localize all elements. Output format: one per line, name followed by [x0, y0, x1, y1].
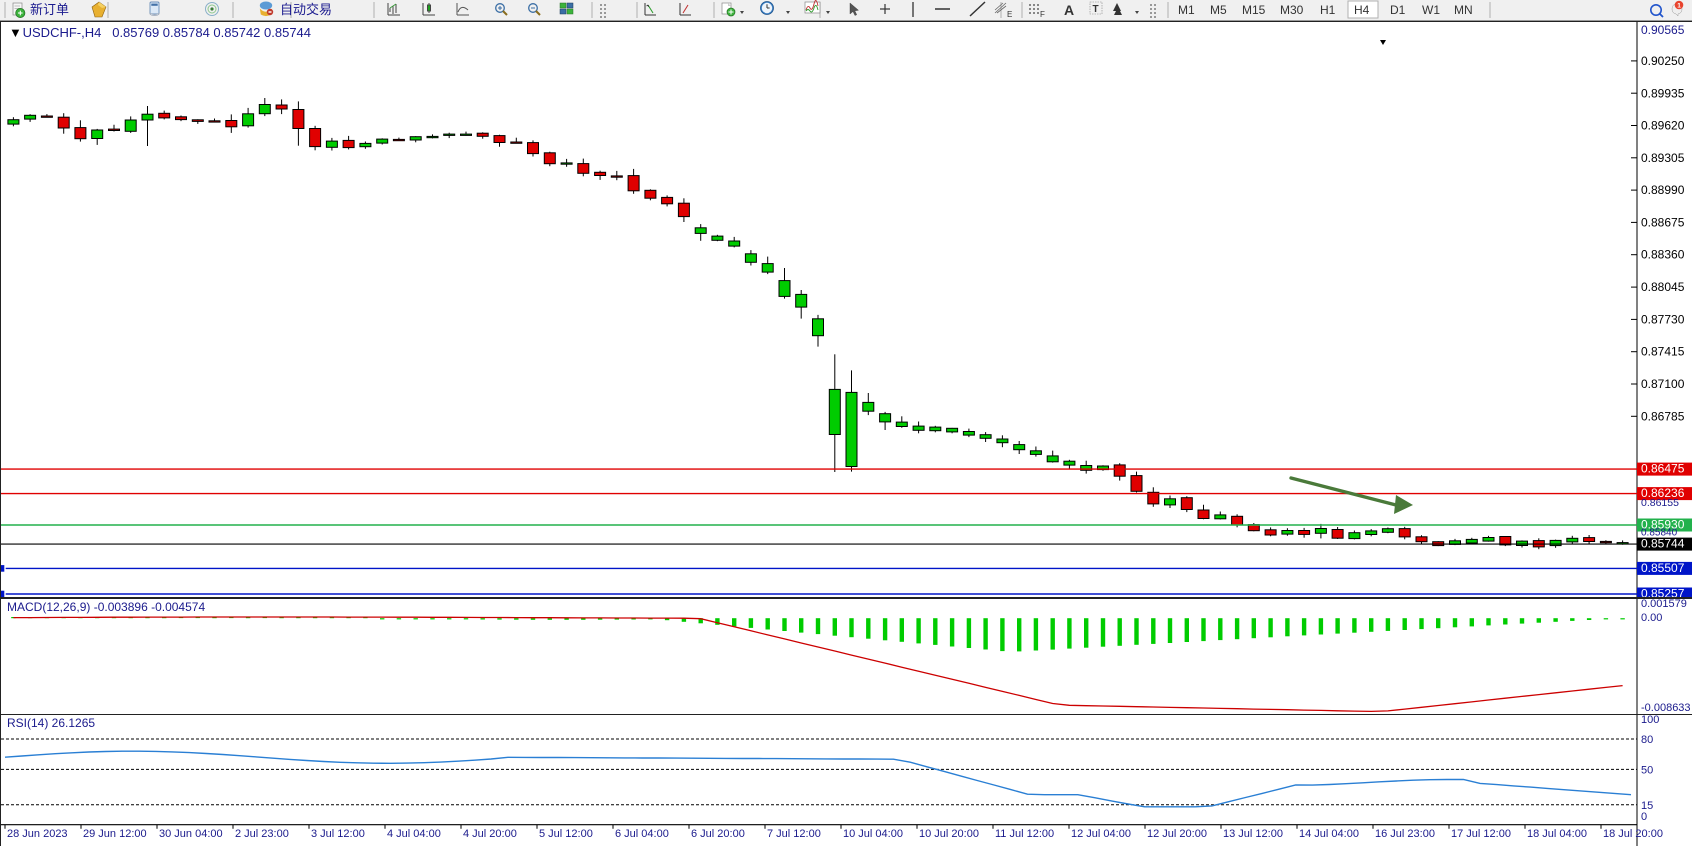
svg-text:0.001579: 0.001579 [1641, 599, 1687, 610]
svg-text:10 Jul 04:00: 10 Jul 04:00 [843, 828, 903, 840]
svg-text:A: A [1064, 2, 1074, 18]
svg-text:28 Jun 2023: 28 Jun 2023 [7, 828, 68, 840]
svg-text:0.88675: 0.88675 [1641, 215, 1685, 229]
svg-text:4 Jul 04:00: 4 Jul 04:00 [387, 828, 441, 840]
svg-text:新订单: 新订单 [30, 2, 69, 17]
svg-text:2 Jul 23:00: 2 Jul 23:00 [235, 828, 289, 840]
svg-text:3 Jul 12:00: 3 Jul 12:00 [311, 828, 365, 840]
svg-text:MN: MN [1454, 3, 1473, 17]
svg-text:0.89305: 0.89305 [1641, 151, 1685, 165]
svg-text:0.86155: 0.86155 [1641, 497, 1679, 509]
svg-text:H1: H1 [1320, 3, 1336, 17]
svg-text:MACD(12,26,9) -0.003896 -0.004: MACD(12,26,9) -0.003896 -0.004574 [7, 600, 205, 614]
svg-text:0.00: 0.00 [1641, 612, 1662, 624]
svg-text:0.85257: 0.85257 [1641, 587, 1685, 598]
svg-text:自动交易: 自动交易 [280, 2, 332, 17]
svg-text:0.87730: 0.87730 [1641, 312, 1685, 326]
svg-text:M30: M30 [1280, 3, 1304, 17]
svg-text:18 Jul 04:00: 18 Jul 04:00 [1527, 828, 1587, 840]
svg-text:11 Jul 12:00: 11 Jul 12:00 [995, 828, 1054, 840]
svg-text:4 Jul 20:00: 4 Jul 20:00 [463, 828, 517, 840]
svg-text:12 Jul 20:00: 12 Jul 20:00 [1147, 828, 1207, 840]
svg-text:H4: H4 [1354, 3, 1370, 17]
svg-text:0.88360: 0.88360 [1641, 248, 1685, 262]
svg-text:30 Jun 04:00: 30 Jun 04:00 [159, 828, 223, 840]
svg-text:0.89620: 0.89620 [1641, 119, 1685, 133]
svg-text:0.85507: 0.85507 [1641, 561, 1685, 575]
svg-text:M5: M5 [1210, 3, 1227, 17]
svg-text:10 Jul 20:00: 10 Jul 20:00 [919, 828, 979, 840]
svg-text:6 Jul 04:00: 6 Jul 04:00 [615, 828, 669, 840]
svg-text:D1: D1 [1390, 3, 1406, 17]
svg-text:100: 100 [1641, 715, 1659, 726]
svg-text:7 Jul 12:00: 7 Jul 12:00 [767, 828, 821, 840]
svg-text:15: 15 [1641, 800, 1653, 812]
svg-text:0.90565: 0.90565 [1641, 23, 1685, 37]
svg-text:0.89935: 0.89935 [1641, 87, 1685, 101]
svg-text:0.87100: 0.87100 [1641, 377, 1685, 391]
svg-text:12 Jul 04:00: 12 Jul 04:00 [1071, 828, 1131, 840]
svg-text:14 Jul 04:00: 14 Jul 04:00 [1299, 828, 1359, 840]
svg-text:5 Jul 12:00: 5 Jul 12:00 [539, 828, 593, 840]
svg-text:0.85744: 0.85744 [1641, 537, 1685, 551]
svg-text:17 Jul 12:00: 17 Jul 12:00 [1451, 828, 1511, 840]
svg-text:18 Jul 20:00: 18 Jul 20:00 [1603, 828, 1663, 840]
svg-text:W1: W1 [1422, 3, 1440, 17]
svg-text:1: 1 [1677, 2, 1681, 9]
svg-text:50: 50 [1641, 765, 1653, 777]
svg-text:E: E [1007, 10, 1012, 19]
svg-text:M15: M15 [1242, 3, 1266, 17]
svg-text:M1: M1 [1178, 3, 1195, 17]
svg-text:16 Jul 23:00: 16 Jul 23:00 [1375, 828, 1435, 840]
svg-text:29 Jun 12:00: 29 Jun 12:00 [83, 828, 147, 840]
svg-text:F: F [1040, 10, 1045, 19]
svg-text:0.86785: 0.86785 [1641, 409, 1685, 423]
svg-text:T: T [1093, 4, 1099, 15]
svg-text:0: 0 [1641, 811, 1647, 823]
svg-text:13 Jul 12:00: 13 Jul 12:00 [1223, 828, 1283, 840]
svg-text:0.86475: 0.86475 [1641, 462, 1685, 476]
svg-text:6 Jul 20:00: 6 Jul 20:00 [691, 828, 745, 840]
svg-text:0.88045: 0.88045 [1641, 280, 1685, 294]
svg-text:RSI(14) 26.1265: RSI(14) 26.1265 [7, 716, 95, 730]
svg-text:-0.008633: -0.008633 [1641, 702, 1691, 714]
svg-text:80: 80 [1641, 734, 1653, 746]
svg-text:0.87415: 0.87415 [1641, 345, 1685, 359]
svg-text:0.88990: 0.88990 [1641, 183, 1685, 197]
svg-text:0.90250: 0.90250 [1641, 54, 1685, 68]
